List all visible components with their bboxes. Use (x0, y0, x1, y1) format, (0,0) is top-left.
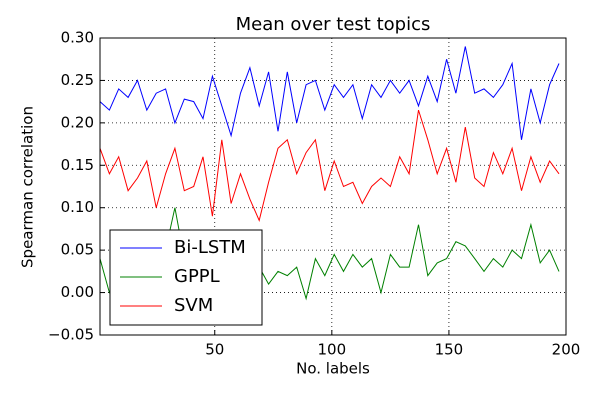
legend-label: SVM (174, 295, 213, 316)
y-tick-label: 0.25 (61, 71, 94, 89)
plot-frame (99, 37, 567, 336)
x-tick-label: 50 (205, 341, 224, 359)
y-tick-label: 0.20 (61, 113, 94, 131)
y-axis-label: Spearman correlation (19, 106, 37, 268)
legend-label: GPPL (174, 266, 220, 287)
series-line (99, 207, 560, 301)
x-axis-label: No. labels (296, 360, 370, 378)
legend-label: Bi-LSTM (174, 237, 246, 258)
x-tick-label: 150 (435, 341, 464, 359)
x-tick-label: 100 (318, 341, 347, 359)
y-tick-label: −0.05 (48, 326, 94, 344)
chart-title: Mean over test topics (236, 14, 431, 35)
y-tick-label: 0.15 (61, 156, 94, 174)
y-tick-label: 0.00 (61, 283, 94, 301)
legend: Bi-LSTM GPPL SVM (109, 229, 263, 326)
x-tick-label: 200 (552, 341, 581, 359)
y-tick-label: 0.10 (61, 198, 94, 216)
y-tick-label: 0.30 (61, 29, 94, 47)
series-line (99, 109, 560, 222)
series-line (99, 46, 560, 140)
y-tick-label: 0.05 (61, 241, 94, 259)
